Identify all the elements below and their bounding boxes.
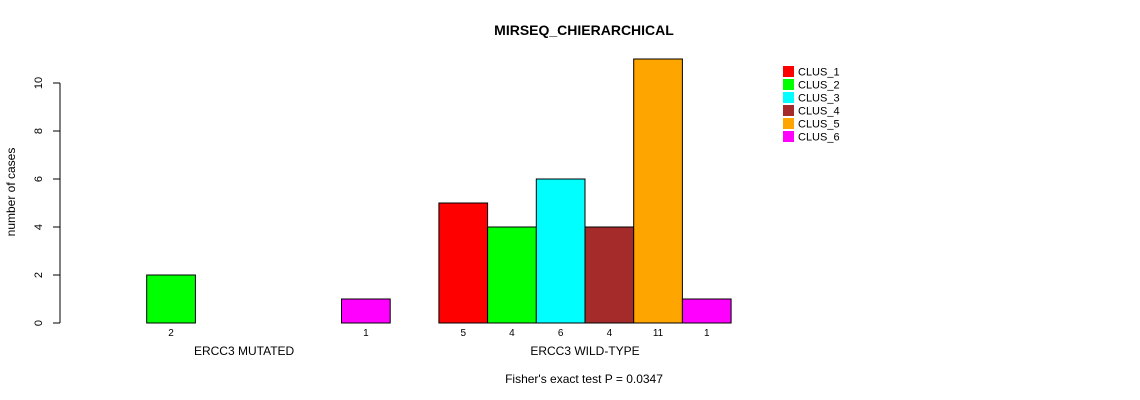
y-tick-label: 0 (33, 320, 45, 326)
bar-clus-6 (341, 298, 391, 324)
legend-swatch (783, 79, 794, 90)
bar-clus-5 (633, 58, 683, 324)
legend-label: CLUS_1 (798, 67, 840, 79)
bar-clus-2 (146, 274, 196, 324)
y-tick-label: 10 (33, 77, 45, 89)
group-label: ERCC3 MUTATED (194, 344, 295, 358)
y-tick-label: 6 (33, 176, 45, 182)
legend-label: CLUS_3 (798, 93, 840, 105)
bar-clus-1 (438, 202, 489, 324)
y-tick-label: 4 (33, 224, 45, 230)
legend-label: CLUS_5 (798, 119, 840, 131)
bar-count-label: 1 (363, 328, 369, 339)
bar-count-label: 2 (168, 328, 174, 339)
bar-clus-3 (535, 178, 586, 324)
footnote: Fisher's exact test P = 0.0347 (505, 372, 663, 386)
group-label: ERCC3 WILD-TYPE (530, 344, 639, 358)
bar-clus-4 (584, 226, 635, 324)
bar-count-label: 1 (704, 328, 710, 339)
y-axis-label: number of cases (4, 148, 18, 237)
legend-label: CLUS_6 (798, 132, 840, 144)
legend-swatch (783, 66, 794, 77)
legend-swatch (783, 131, 794, 142)
bar-count-label: 6 (558, 328, 564, 339)
legend-swatch (783, 105, 794, 116)
bar-clus-2 (487, 226, 537, 324)
bar-count-label: 4 (607, 328, 613, 339)
legend-swatch (783, 118, 794, 129)
bar-clus-6 (681, 298, 732, 324)
legend-swatch (783, 92, 794, 103)
y-tick-label: 8 (33, 128, 45, 134)
legend-label: CLUS_2 (798, 80, 840, 92)
y-axis: 0 2 4 6 8 10 (33, 77, 61, 326)
bar-count-label: 5 (460, 328, 466, 339)
bar-count-label: 4 (509, 328, 515, 339)
legend-label: CLUS_4 (798, 106, 840, 118)
bar-count-label: 11 (653, 328, 664, 339)
chart-title: MIRSEQ_CHIERARCHICAL (494, 22, 674, 38)
y-tick-label: 2 (33, 272, 45, 278)
